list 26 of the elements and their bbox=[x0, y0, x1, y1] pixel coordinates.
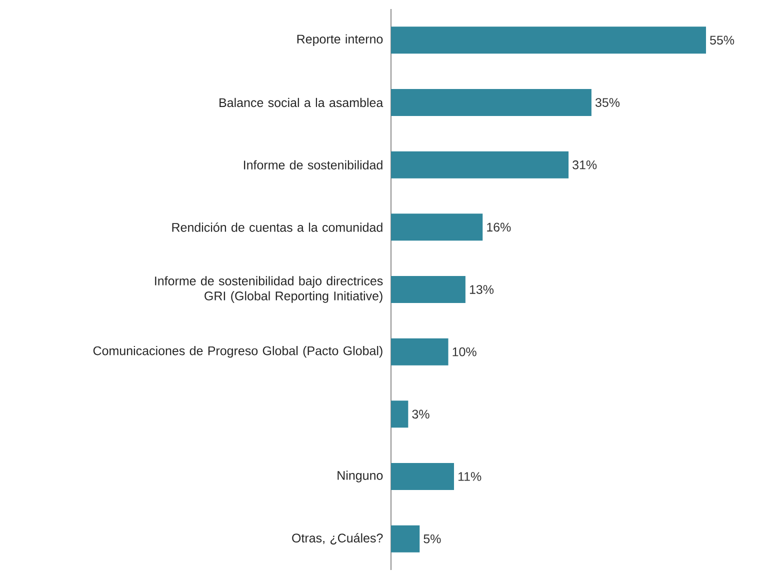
y-tick-label: Balance social a la asamblea bbox=[220, 98, 384, 108]
bar bbox=[391, 338, 448, 366]
y-tick-label: Reporte interno bbox=[297, 34, 383, 46]
bar bbox=[391, 26, 706, 54]
y-tick-label: Informe de sostenibilidad bajo directrices GRI (Global Reporting Initiative) bbox=[155, 276, 383, 303]
y-tick-label: Informe de sostenibilidad bbox=[244, 160, 382, 170]
bar bbox=[391, 400, 408, 428]
data-label: 10% bbox=[452, 347, 476, 356]
data-label: 31% bbox=[572, 160, 597, 170]
data-label: 3% bbox=[412, 410, 430, 419]
y-tick-label: Comunicaciones de Progreso Global (Pacto Global) bbox=[93, 346, 382, 358]
bar bbox=[391, 276, 466, 304]
y-tick-label: Ninguno bbox=[338, 470, 383, 482]
data-label: 13% bbox=[470, 285, 494, 294]
bar bbox=[391, 89, 592, 116]
data-label: 35% bbox=[595, 98, 620, 107]
bar bbox=[391, 463, 454, 490]
bar bbox=[391, 214, 483, 241]
data-label: 55% bbox=[710, 36, 734, 45]
bar bbox=[391, 525, 420, 552]
data-label: 5% bbox=[424, 534, 441, 544]
data-label: 11% bbox=[458, 472, 482, 481]
y-tick-label: Otras, ¿Cuáles? bbox=[292, 533, 383, 544]
bar bbox=[391, 151, 569, 178]
data-label: 16% bbox=[487, 222, 511, 232]
y-tick-label: Rendición de cuentas a la comunidad bbox=[172, 222, 382, 232]
